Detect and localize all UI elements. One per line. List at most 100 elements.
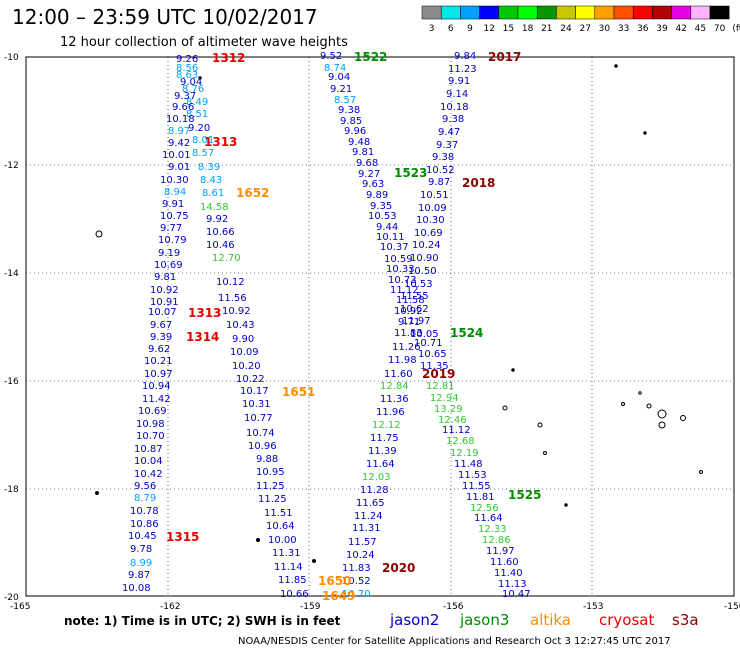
- wave-height-value: 11.23: [448, 64, 477, 75]
- wave-height-value: 11.12: [390, 285, 419, 296]
- legend-s3a: s3a: [672, 611, 699, 629]
- wave-height-value: 8.99: [130, 558, 152, 569]
- wave-height-value: 10.75: [160, 211, 189, 222]
- wave-height-value: 10.77: [244, 413, 273, 424]
- wave-height-value: 10.69: [414, 228, 443, 239]
- latitude-label: -20: [4, 593, 19, 603]
- wave-height-value: 10.98: [136, 419, 165, 430]
- wave-height-value: 10.07: [148, 307, 177, 318]
- wave-height-value: 8.79: [134, 493, 156, 504]
- wave-height-value: 10.09: [230, 347, 259, 358]
- wave-height-value: 9.39: [150, 332, 172, 343]
- wave-height-value: 9.68: [356, 158, 378, 169]
- wave-height-value: 9.42: [168, 138, 190, 149]
- wave-height-value: 10.37: [380, 242, 409, 253]
- wave-height-value: 11.83: [394, 328, 423, 339]
- wave-height-value: 9.63: [362, 179, 384, 190]
- wave-height-value: 11.36: [380, 394, 409, 405]
- latitude-label: -14: [4, 269, 19, 279]
- color-scale-label: 36: [637, 24, 649, 34]
- wave-height-value: 9.38: [338, 105, 360, 116]
- wave-height-value: 10.95: [256, 467, 285, 478]
- wave-height-value: 9.92: [206, 214, 228, 225]
- wave-height-value: 10.18: [440, 102, 469, 113]
- wave-height-value: 10.30: [160, 175, 189, 186]
- wave-height-value: 11.55: [462, 481, 491, 492]
- longitude-label: -165: [10, 602, 30, 612]
- pass-number: 1652: [236, 186, 269, 200]
- wave-height-value: 9.48: [348, 137, 370, 148]
- wave-height-value: 9.44: [376, 222, 398, 233]
- wave-height-value: 9.26: [176, 54, 198, 65]
- wave-height-value: 9.01: [168, 162, 190, 173]
- wave-height-value: 12.81: [426, 381, 455, 392]
- wave-height-value: 10.20: [232, 361, 261, 372]
- wave-height-value: 10.00: [268, 535, 297, 546]
- wave-height-value: 12.84: [380, 381, 409, 392]
- wave-height-value: 9.71: [398, 317, 420, 328]
- wave-height-value: 11.64: [474, 513, 503, 524]
- wave-height-value: 9.88: [256, 454, 278, 465]
- pass-number: 1522: [354, 50, 387, 64]
- longitude-label: -159: [300, 602, 321, 612]
- color-swatch: [690, 5, 711, 20]
- wave-height-value: 9.27: [358, 169, 380, 180]
- wave-height-value: 10.86: [130, 519, 159, 530]
- wave-height-value: 10.43: [226, 320, 255, 331]
- wave-height-value: 11.39: [368, 446, 397, 457]
- wave-height-value: 12.70: [212, 253, 241, 264]
- wave-height-labels: 9.268.568.639.048.769.378.499.668.5110.1…: [122, 51, 531, 600]
- wave-height-value: 11.55: [400, 291, 429, 302]
- color-swatch: [671, 5, 692, 20]
- wave-height-value: 9.87: [128, 570, 150, 581]
- color-scale-label: 30: [599, 24, 611, 34]
- wave-height-value: 9.62: [148, 344, 170, 355]
- map-frame: [25, 56, 735, 597]
- wave-height-value: 9.21: [330, 84, 352, 95]
- color-scale-label: 12: [483, 24, 494, 34]
- wave-height-value: 9.38: [442, 114, 464, 125]
- wave-height-value: 8.61: [202, 188, 224, 199]
- color-swatch: [575, 5, 596, 20]
- pass-number: 1524: [450, 326, 483, 340]
- wave-height-value: 10.31: [242, 399, 271, 410]
- wave-height-value: 10.65: [418, 349, 447, 360]
- wave-height-value: 12.86: [482, 535, 511, 546]
- wave-height-value: 11.83: [342, 563, 371, 574]
- longitude-label: -156: [443, 602, 464, 612]
- pass-number: 2018: [462, 176, 495, 190]
- color-swatch: [479, 5, 500, 20]
- wave-height-value: 9.85: [340, 116, 362, 127]
- wave-height-value: 9.47: [438, 127, 460, 138]
- wave-height-value: 12.56: [470, 503, 499, 514]
- wave-height-value: 10.47: [502, 589, 531, 600]
- wave-height-value: 9.90: [232, 334, 254, 345]
- wave-height-value: 10.53: [368, 211, 397, 222]
- wave-height-value: 9.38: [432, 152, 454, 163]
- pass-number: 1650: [318, 574, 351, 588]
- color-scale-label: 3: [429, 24, 435, 34]
- latitude-label: -16: [4, 377, 19, 387]
- wave-height-value: 11.13: [498, 579, 527, 590]
- wave-height-value: 10.94: [142, 381, 171, 392]
- wave-height-value: 10.50: [408, 266, 437, 277]
- color-scale-label: 42: [675, 24, 686, 34]
- wave-height-value: 9.56: [134, 481, 156, 492]
- wave-height-value: 10.64: [266, 521, 295, 532]
- wave-height-value: 11.81: [466, 492, 495, 503]
- wave-height-value: 12.19: [450, 448, 479, 459]
- wave-height-value: 11.25: [258, 494, 287, 505]
- wave-height-value: 10.04: [134, 456, 163, 467]
- color-swatch: [652, 5, 672, 20]
- wave-height-value: 10.87: [134, 444, 163, 455]
- wave-height-value: 9.84: [454, 51, 476, 62]
- wave-height-value: 11.97: [486, 546, 515, 557]
- wave-height-value: 10.01: [162, 150, 191, 161]
- longitude-label: -150: [724, 602, 740, 612]
- legend-cryosat: cryosat: [599, 611, 654, 629]
- wave-height-value: 10.62: [400, 304, 429, 315]
- wave-height-value: 10.79: [158, 235, 187, 246]
- pass-number: 1313: [204, 135, 237, 149]
- longitude-axis: -165 -162 -159 -156 -153 -150: [10, 602, 740, 612]
- wave-height-value: 11.53: [458, 470, 487, 481]
